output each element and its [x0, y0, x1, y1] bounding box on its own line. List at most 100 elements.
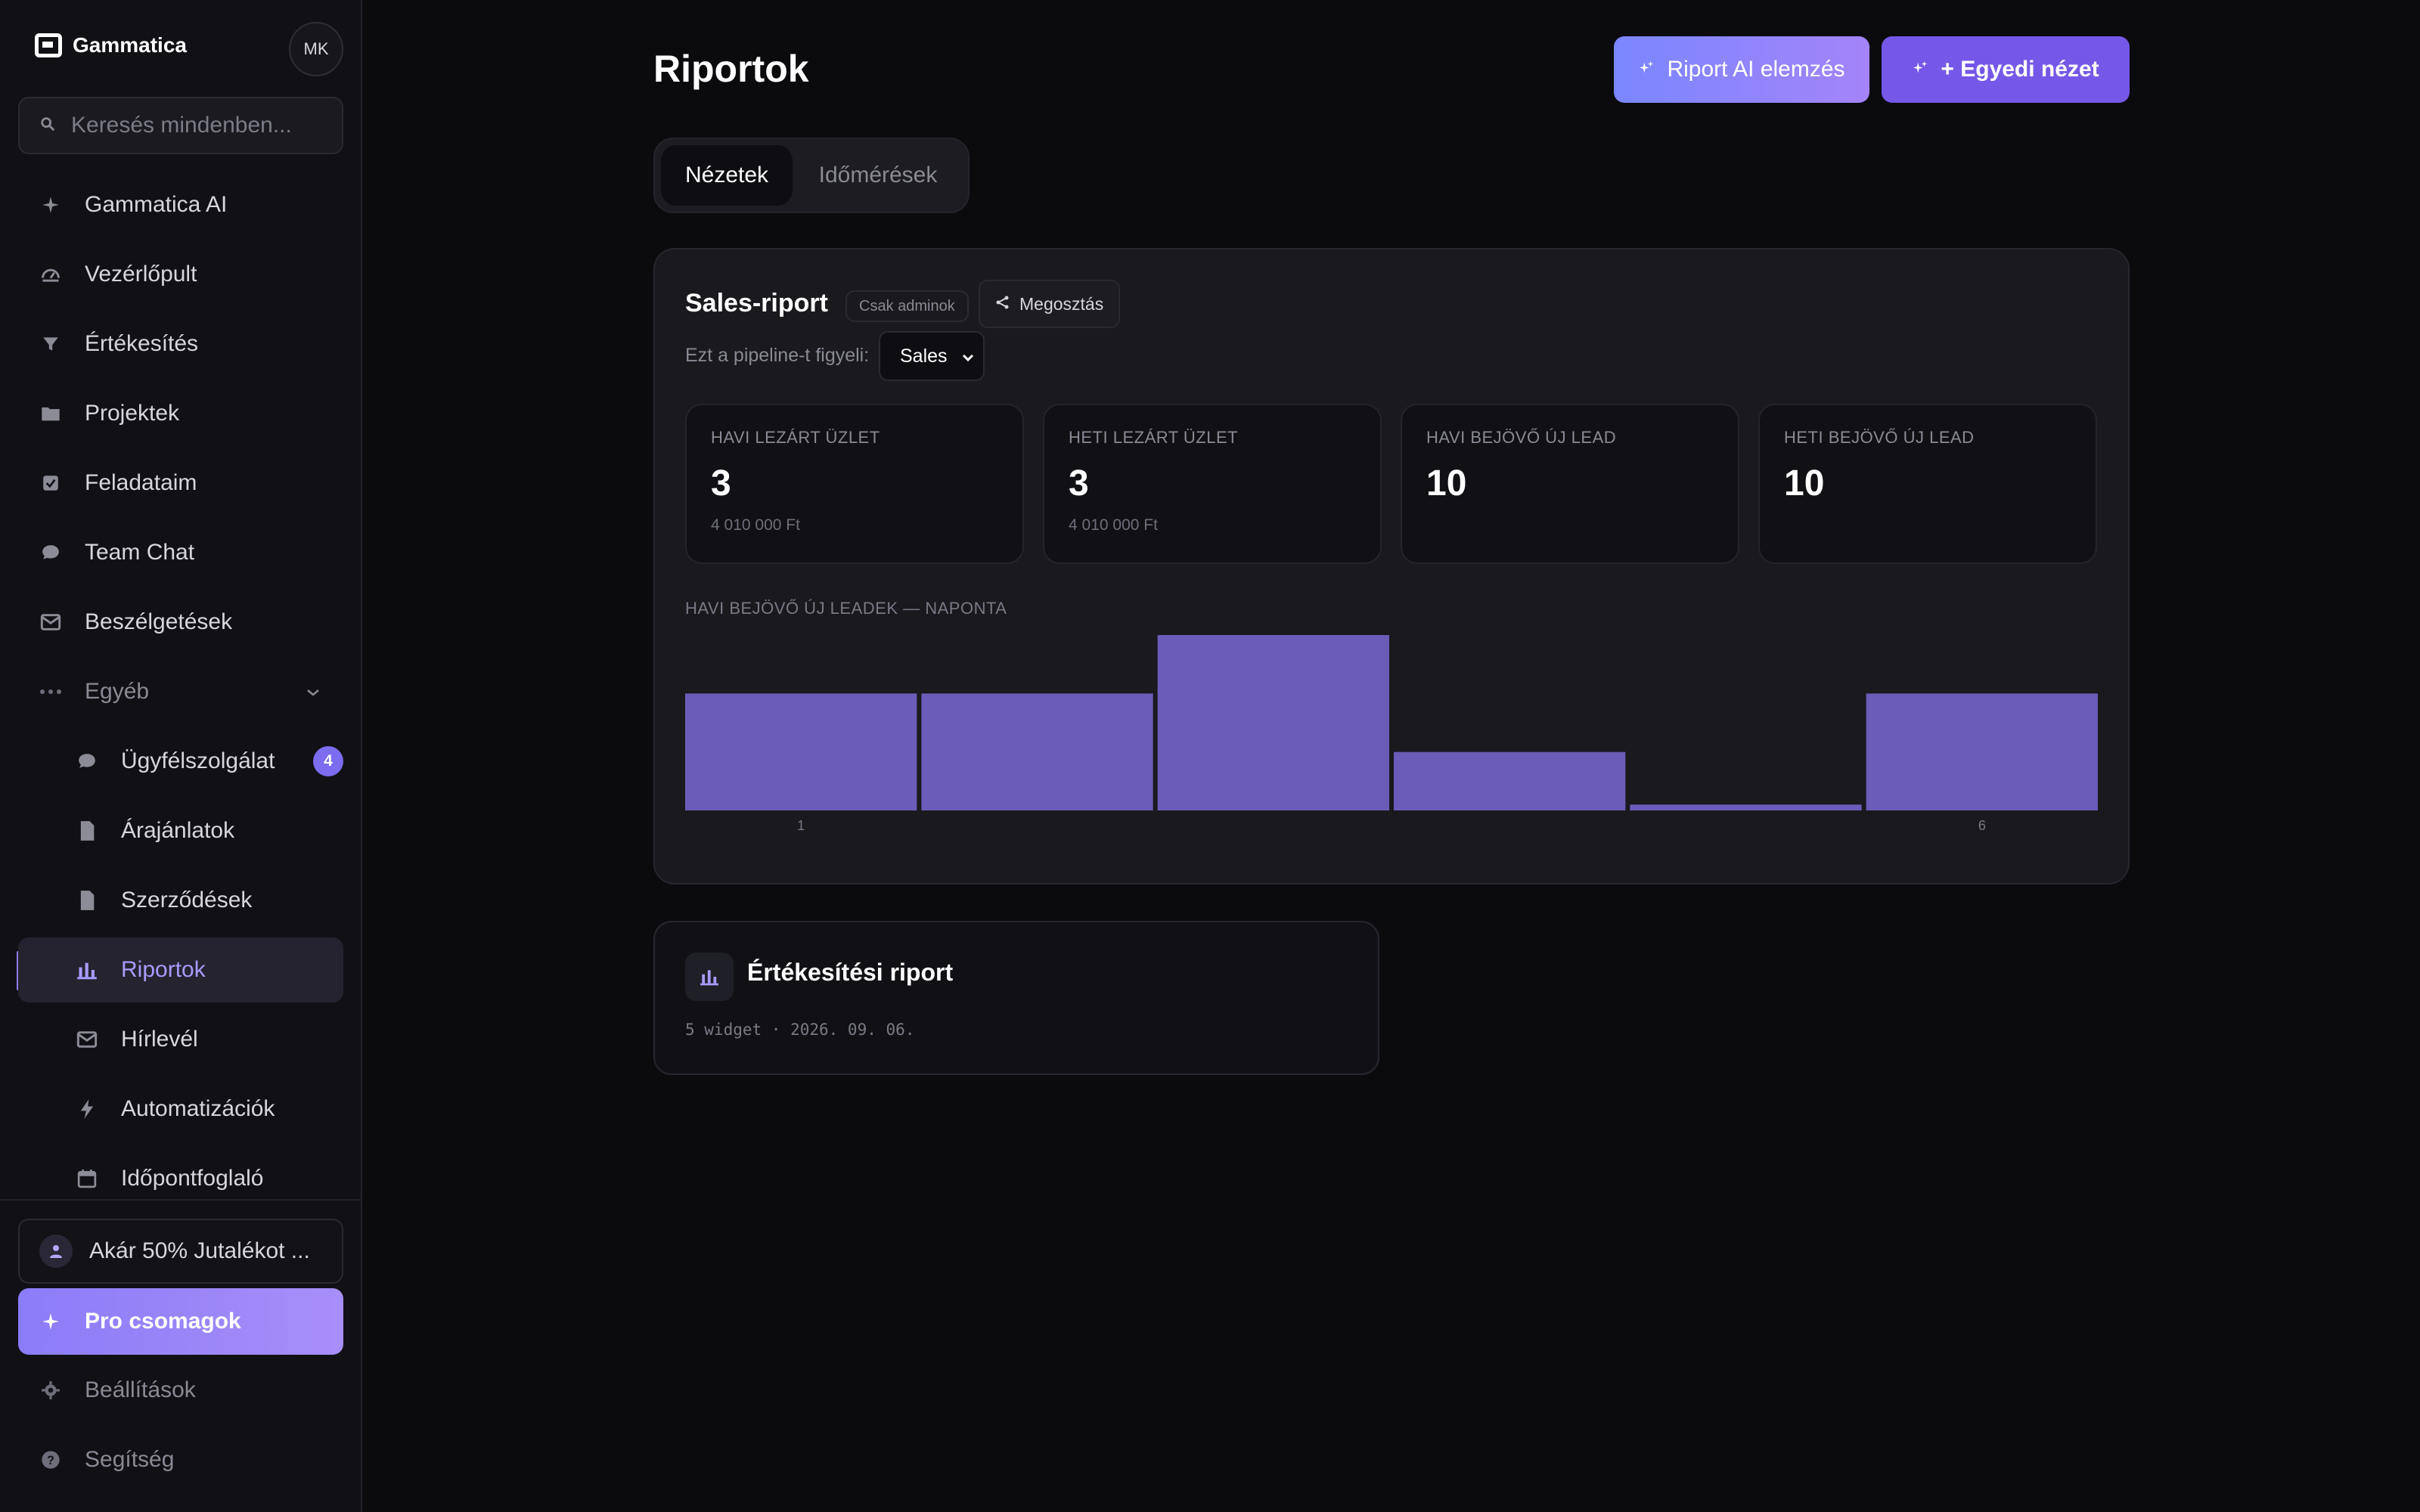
chat-bubble-icon [76, 750, 98, 773]
report-title: Sales-riport [685, 289, 828, 318]
brand[interactable]: Gammatica [35, 33, 187, 57]
lightning-icon [76, 1098, 98, 1120]
kpi-value: 3 [1069, 463, 1089, 503]
kpi-label: HAVI LEZÁRT ÜZLET [711, 428, 880, 447]
checkbox-icon [39, 472, 62, 494]
sidebar-item-vezerlopult[interactable]: Vezérlőpult [18, 242, 343, 307]
sidebar-item-beszelgetesek[interactable]: Beszélgetések [18, 590, 343, 655]
user-icon [39, 1235, 73, 1268]
tab-idomeresek[interactable]: Időmérések [818, 163, 938, 187]
svg-text:?: ? [47, 1454, 54, 1467]
saved-report-meta: 5 widget · 2026. 09. 06. [685, 1021, 915, 1039]
sidebar-item-egyeb[interactable]: Egyéb [18, 659, 343, 724]
sparkle-icon [1912, 57, 1928, 82]
sidebar-item-label: Árajánlatok [121, 818, 235, 843]
kpi-label: HAVI BEJÖVŐ ÚJ LEAD [1426, 428, 1617, 447]
gear-icon [39, 1379, 62, 1402]
sidebar-item-hirlevel[interactable]: Hírlevél [18, 1007, 343, 1072]
sidebar-item-label: Segítség [85, 1447, 175, 1472]
ai-analysis-label: Riport AI elemzés [1667, 57, 1845, 82]
bar-chart-icon [685, 953, 734, 1001]
sidebar-item-help[interactable]: ? Segítség [18, 1427, 343, 1492]
sidebar-item-projektek[interactable]: Projektek [18, 381, 343, 446]
mail-icon [39, 611, 62, 634]
pipeline-label: Ezt a pipeline-t figyeli: [685, 345, 870, 366]
sidebar-item-label: Beállítások [85, 1377, 196, 1402]
kpi-card: HETI BEJÖVŐ ÚJ LEAD 10 [1758, 404, 2097, 564]
sidebar-item-label: Vezérlőpult [85, 262, 197, 287]
search-icon [39, 116, 56, 136]
funnel-icon [39, 333, 62, 355]
search-box[interactable] [18, 97, 343, 154]
sidebar-item-settings[interactable]: Beállítások [18, 1358, 343, 1423]
sidebar-item-label: Beszélgetések [85, 609, 233, 634]
help-icon: ? [39, 1448, 62, 1471]
sidebar-item-label: Ügyfélszolgálat [121, 748, 275, 773]
chart-tick-label: 6 [1978, 818, 1986, 833]
search-input[interactable] [71, 113, 321, 138]
sidebar-item-feladataim[interactable]: Feladataim [18, 451, 343, 516]
calendar-icon [76, 1167, 98, 1190]
chart-bar [1157, 635, 1389, 810]
saved-report-title: Értékesítési riport [747, 959, 954, 986]
referral-promo-label: Akár 50% Jutalékot ... [89, 1238, 310, 1263]
kpi-subvalue: 4 010 000 Ft [711, 516, 800, 534]
sales-report-card: Sales-riport Csak adminok Megosztás Ezt … [653, 248, 2130, 885]
share-button[interactable]: Megosztás [979, 280, 1121, 328]
pro-plans-label: Pro csomagok [85, 1309, 241, 1334]
sidebar-item-label: Projektek [85, 401, 180, 426]
kpi-label: HETI BEJÖVŐ ÚJ LEAD [1784, 428, 1975, 447]
document-icon [76, 889, 98, 912]
chart-bar [1394, 751, 1626, 810]
custom-view-label: + Egyedi nézet [1941, 57, 2099, 82]
pipeline-value: Sales [900, 345, 948, 367]
tab-nezetek[interactable]: Nézetek [661, 145, 793, 206]
sidebar: Gammatica MK Gammatica AI Vezérlőpult Ér… [0, 0, 362, 1512]
sidebar-item-label: Hírlevél [121, 1027, 198, 1052]
bar-chart-icon [76, 959, 98, 981]
kpi-value: 10 [1426, 463, 1467, 503]
brand-name: Gammatica [73, 33, 187, 57]
kpi-value: 3 [711, 463, 731, 503]
sparkle-icon [39, 1310, 62, 1333]
sidebar-item-team-chat[interactable]: Team Chat [18, 520, 343, 585]
sidebar-item-szerzodesek[interactable]: Szerződések [18, 868, 343, 933]
sidebar-item-ugyfelszolgalat[interactable]: Ügyfélszolgálat 4 [18, 729, 343, 794]
chart-tick-label: 1 [797, 818, 805, 833]
more-icon [39, 680, 62, 703]
sparkle-icon [1638, 57, 1655, 82]
pipeline-select[interactable]: Sales [879, 331, 985, 381]
referral-promo-button[interactable]: Akár 50% Jutalékot ... [18, 1219, 343, 1284]
chevron-down-icon [306, 682, 321, 702]
visibility-badge: Csak adminok [845, 290, 969, 322]
sidebar-item-label: Riportok [121, 957, 206, 982]
chart-bar [1630, 804, 1862, 810]
sidebar-item-ertekesites[interactable]: Értékesítés [18, 311, 343, 376]
sidebar-item-gammatica-ai[interactable]: Gammatica AI [18, 172, 343, 237]
custom-view-button[interactable]: + Egyedi nézet [1882, 36, 2130, 103]
sidebar-item-idopontfoglalo[interactable]: Időpontfoglaló [18, 1146, 343, 1211]
sparkle-icon [39, 194, 62, 216]
avatar[interactable]: MK [289, 22, 343, 76]
notification-badge: 4 [313, 746, 343, 776]
sidebar-item-label: Team Chat [85, 540, 195, 565]
sidebar-item-arajanlatok[interactable]: Árajánlatok [18, 798, 343, 863]
sidebar-item-label: Gammatica AI [85, 192, 228, 217]
kpi-card: HETI LEZÁRT ÜZLET 3 4 010 000 Ft [1043, 404, 1382, 564]
sidebar-item-label: Értékesítés [85, 331, 199, 356]
ai-analysis-button[interactable]: Riport AI elemzés [1614, 36, 1869, 103]
chevron-down-icon [961, 345, 975, 367]
kpi-value: 10 [1784, 463, 1825, 503]
saved-report-card[interactable]: Értékesítési riport 5 widget · 2026. 09.… [653, 921, 1379, 1075]
kpi-card: HAVI LEZÁRT ÜZLET 3 4 010 000 Ft [685, 404, 1024, 564]
sidebar-item-label: Egyéb [85, 679, 150, 704]
chart-bar [685, 693, 917, 810]
page-title: Riportok [653, 48, 809, 90]
sidebar-item-automatizaciok[interactable]: Automatizációk [18, 1077, 343, 1142]
pro-plans-button[interactable]: Pro csomagok [18, 1288, 343, 1355]
sidebar-item-riportok[interactable]: Riportok [18, 937, 343, 1002]
sidebar-item-label: Automatizációk [121, 1096, 275, 1121]
kpi-subvalue: 4 010 000 Ft [1069, 516, 1158, 534]
folder-icon [39, 402, 62, 425]
